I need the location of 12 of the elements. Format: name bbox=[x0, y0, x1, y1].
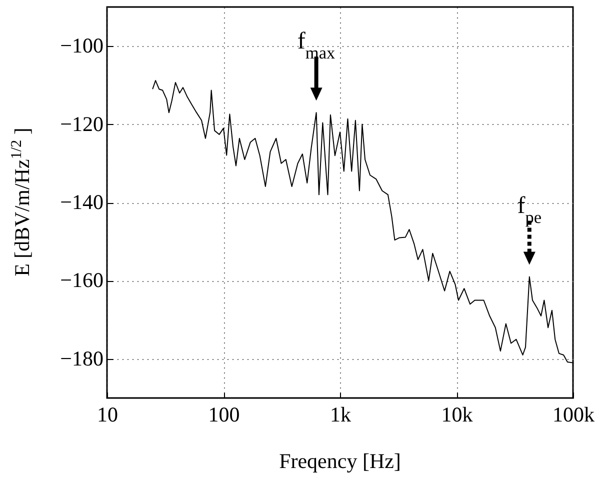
x-axis-title: Freqency [Hz] bbox=[279, 449, 401, 473]
y-tick-label: −140 bbox=[60, 190, 104, 214]
y-tick-label: −180 bbox=[60, 346, 104, 370]
x-tick-label: 100k bbox=[552, 402, 595, 426]
x-tick-label: 100 bbox=[208, 402, 240, 426]
y-tick-label: −120 bbox=[60, 112, 104, 136]
y-tick-label: −100 bbox=[60, 34, 104, 58]
x-tick-label: 10 bbox=[97, 402, 118, 426]
x-tick-label: 1k bbox=[330, 402, 352, 426]
x-tick-label: 10k bbox=[441, 402, 474, 426]
y-tick-label: −160 bbox=[60, 268, 104, 292]
annotation: f$_{max}$ bbox=[297, 28, 336, 62]
